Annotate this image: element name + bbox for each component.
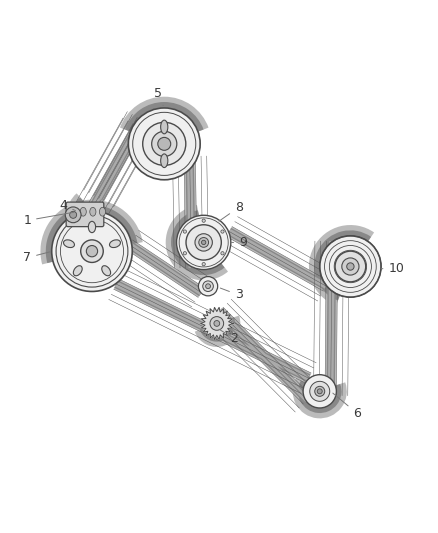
Circle shape (86, 246, 98, 257)
Circle shape (310, 381, 330, 401)
Circle shape (320, 236, 381, 297)
Circle shape (195, 233, 212, 251)
Circle shape (203, 281, 213, 292)
Circle shape (214, 320, 220, 326)
Ellipse shape (110, 240, 120, 247)
Text: 7: 7 (23, 251, 50, 264)
Text: 6: 6 (333, 393, 361, 419)
FancyBboxPatch shape (66, 202, 104, 227)
Circle shape (81, 240, 103, 262)
Circle shape (186, 225, 221, 260)
Circle shape (128, 108, 200, 180)
Circle shape (221, 230, 224, 233)
Circle shape (198, 277, 218, 296)
Polygon shape (201, 308, 233, 340)
Circle shape (65, 207, 81, 223)
Circle shape (152, 131, 177, 156)
Circle shape (317, 389, 322, 394)
Ellipse shape (88, 221, 95, 232)
Circle shape (183, 230, 187, 233)
Circle shape (210, 317, 224, 330)
Circle shape (303, 375, 336, 408)
Text: 8: 8 (219, 201, 243, 221)
Circle shape (158, 138, 171, 150)
Ellipse shape (64, 240, 74, 247)
Ellipse shape (99, 207, 106, 216)
Ellipse shape (73, 265, 82, 276)
Circle shape (335, 251, 366, 282)
Circle shape (201, 240, 206, 245)
Circle shape (221, 252, 224, 255)
Text: 2: 2 (219, 329, 238, 345)
Text: 1: 1 (23, 212, 74, 227)
Circle shape (342, 258, 359, 275)
Circle shape (347, 263, 354, 270)
Circle shape (70, 211, 77, 219)
Text: 5: 5 (154, 87, 163, 106)
Ellipse shape (161, 154, 168, 167)
Circle shape (183, 252, 187, 255)
Circle shape (315, 386, 325, 397)
Circle shape (177, 215, 231, 270)
Text: 3: 3 (220, 288, 243, 302)
Text: 4: 4 (60, 199, 75, 212)
Circle shape (202, 219, 205, 222)
Ellipse shape (90, 207, 96, 216)
Circle shape (199, 238, 208, 247)
Text: 10: 10 (381, 262, 404, 275)
Ellipse shape (80, 207, 86, 216)
Ellipse shape (102, 265, 111, 276)
Text: 9: 9 (231, 236, 247, 249)
Circle shape (143, 122, 186, 165)
Circle shape (206, 284, 210, 288)
Ellipse shape (161, 120, 168, 134)
Circle shape (52, 211, 132, 292)
Circle shape (202, 263, 205, 266)
